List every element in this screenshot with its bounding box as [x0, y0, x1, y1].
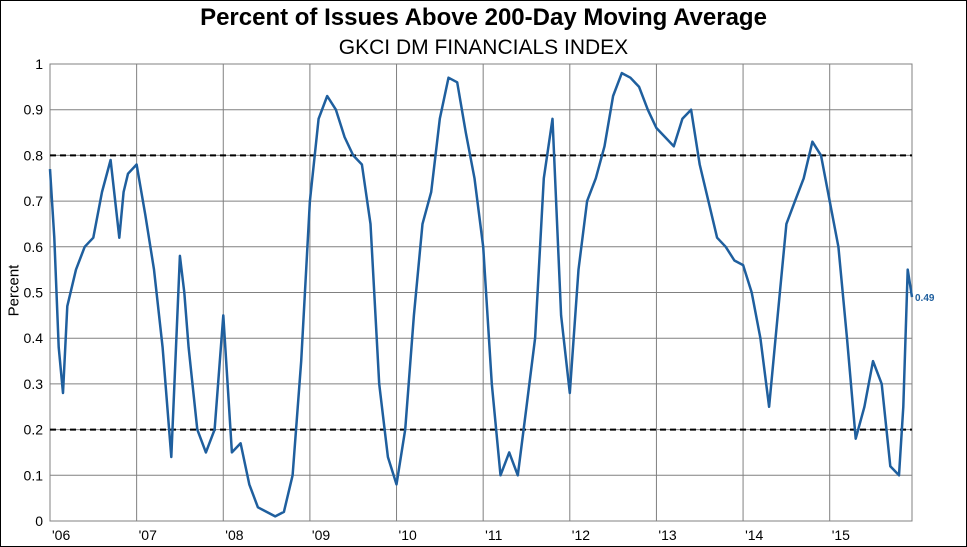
y-tick-label: 0.8 [24, 147, 44, 163]
x-tick-label: '12 [572, 527, 590, 543]
end-value-label: 0.49 [915, 293, 935, 304]
x-tick-label: '10 [399, 527, 417, 543]
x-tick-label: '08 [225, 527, 243, 543]
chart-title: Percent of Issues Above 200-Day Moving A… [200, 4, 767, 31]
x-tick-label: '11 [485, 527, 502, 543]
y-tick-label: 0.5 [24, 285, 44, 301]
x-tick-labels: '06 '07 '08 '09 '10 '11 '12 '13 '14 '15 [52, 527, 850, 543]
y-tick-label: 0.6 [24, 239, 44, 255]
y-tick-label: 0.4 [24, 330, 44, 346]
series-line [48, 71, 914, 518]
end-value-label-group: 0.49 [915, 293, 935, 304]
y-tick-label: 1 [35, 56, 43, 72]
reference-lines [50, 154, 912, 431]
series-polyline [48, 71, 914, 518]
x-tick-label: '09 [312, 527, 330, 543]
y-tick-label: 0.9 [24, 102, 44, 118]
y-tick-label: 0.2 [24, 422, 44, 438]
x-tick-label: '14 [745, 527, 763, 543]
x-tick-label: '13 [658, 527, 676, 543]
y-tick-labels: 0 0.1 0.2 0.3 0.4 0.5 0.6 0.7 0.8 0.9 1 [24, 56, 44, 529]
x-tick-label: '07 [139, 527, 157, 543]
y-tick-label: 0 [35, 513, 43, 529]
x-tick-label: '15 [832, 527, 850, 543]
y-tick-label: 0.1 [24, 467, 44, 483]
y-tick-label: 0.3 [24, 376, 44, 392]
y-tick-label: 0.7 [24, 193, 44, 209]
chart-subtitle: GKCI DM FINANCIALS INDEX [338, 36, 629, 59]
x-tick-label: '06 [52, 527, 70, 543]
